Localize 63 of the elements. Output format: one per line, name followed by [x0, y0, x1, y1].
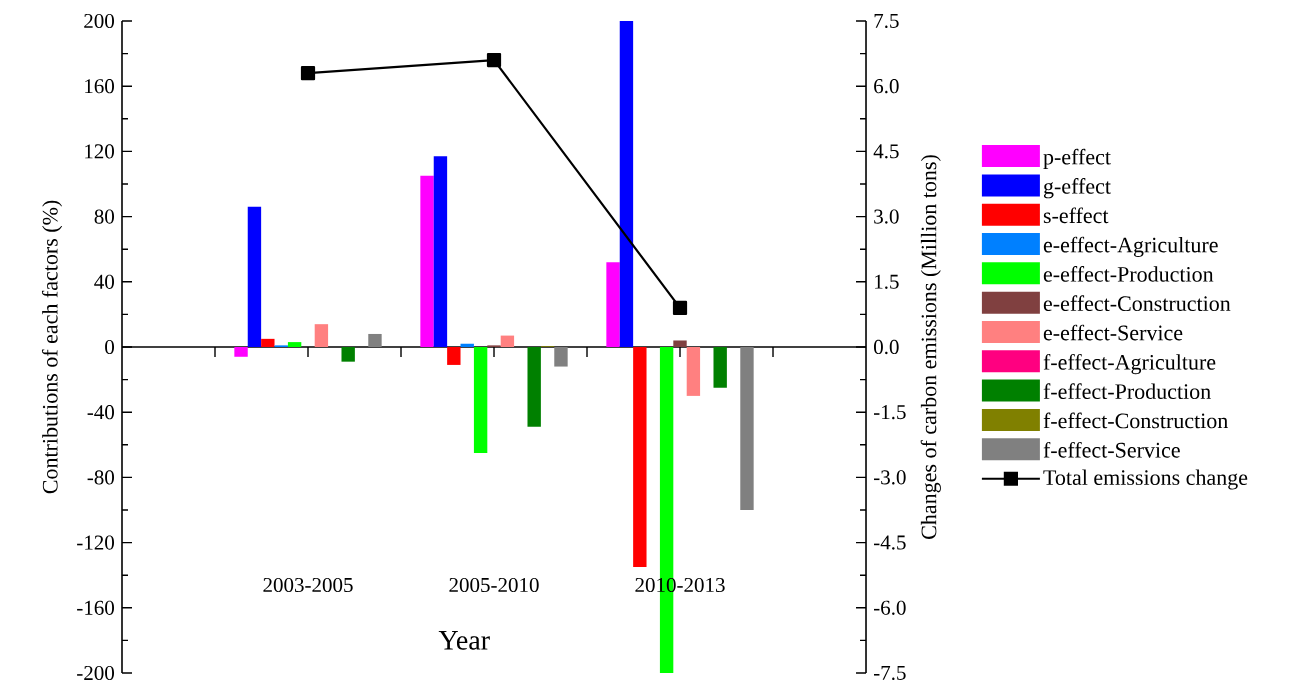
y-tick-label: 200 — [84, 13, 114, 29]
bar — [713, 347, 727, 388]
y2-tick-label: 4.5 — [873, 144, 899, 159]
legend-label: f-effect-Agriculture — [1043, 353, 1216, 375]
bar — [554, 347, 568, 367]
y-tick-label: -40 — [87, 405, 114, 420]
y-tick-label: 0 — [105, 339, 114, 355]
y-tick-label: 160 — [85, 79, 114, 94]
bar — [287, 342, 302, 347]
bar — [314, 324, 329, 347]
bar — [368, 333, 382, 347]
bar — [740, 347, 754, 510]
legend-label: e-effect-Agriculture — [1043, 236, 1218, 257]
bar — [633, 347, 647, 568]
bar — [234, 347, 248, 357]
bar — [261, 338, 275, 347]
bar — [500, 335, 515, 347]
y-tick-label: 40 — [94, 274, 114, 289]
bar — [686, 347, 701, 396]
y2-tick-label: 1.5 — [875, 274, 899, 289]
y2-tick-label: 3.0 — [874, 209, 899, 224]
y2-tick-label: 7.5 — [874, 13, 899, 29]
legend-label: e-effect-Service — [1043, 324, 1183, 341]
y2-tick-label: -4.5 — [873, 535, 906, 550]
bar — [527, 347, 541, 427]
legend-label: f-effect-Service — [1043, 441, 1180, 458]
y-tick-label: -160 — [77, 600, 114, 615]
y2-axis-title: Changes of carbon emissions (Million tons) — [920, 155, 941, 539]
x-axis-title: Year — [438, 631, 490, 650]
y-tick-label: 120 — [85, 144, 114, 159]
bar — [673, 340, 687, 347]
legend-label: e-effect-Construction — [1043, 295, 1231, 312]
legend-label: Total emissions change — [1043, 469, 1248, 490]
y2-tick-label: 0.0 — [874, 339, 899, 355]
legend-label: s-effect — [1043, 207, 1109, 224]
bar — [473, 347, 488, 453]
bar — [420, 175, 434, 347]
x-tick-label: 2003-2005 — [263, 577, 353, 593]
point — [486, 53, 502, 68]
y2-tick-label: 6.0 — [874, 79, 899, 94]
legend-label: g-effect — [1043, 178, 1111, 199]
legend-label: f-effect-Production — [1043, 383, 1211, 399]
legend-label: e-effect-Production — [1043, 266, 1214, 282]
bar — [606, 262, 620, 347]
point — [300, 66, 316, 81]
y2-tick-label: -3.0 — [873, 470, 906, 485]
y-tick-label: -200 — [77, 665, 114, 681]
y-tick-label: -120 — [77, 535, 114, 550]
y2-tick-label: -6.0 — [873, 600, 906, 615]
y2-tick-label: -7.5 — [873, 665, 906, 681]
bar — [433, 156, 448, 347]
y2-tick-label: -1.5 — [873, 405, 906, 420]
legend-label: p-effect — [1043, 148, 1111, 169]
bar — [341, 347, 355, 362]
y-tick-label: -80 — [87, 470, 114, 485]
bar — [447, 347, 461, 365]
y-tick-label: 80 — [94, 209, 114, 224]
x-tick-label: 2005-2010 — [449, 577, 539, 593]
bar — [619, 20, 634, 347]
legend-label: f-effect-Construction — [1043, 412, 1228, 429]
y-axis-title: Contributions of each factors (%) — [41, 200, 63, 494]
bar — [247, 206, 262, 347]
point — [672, 300, 688, 315]
